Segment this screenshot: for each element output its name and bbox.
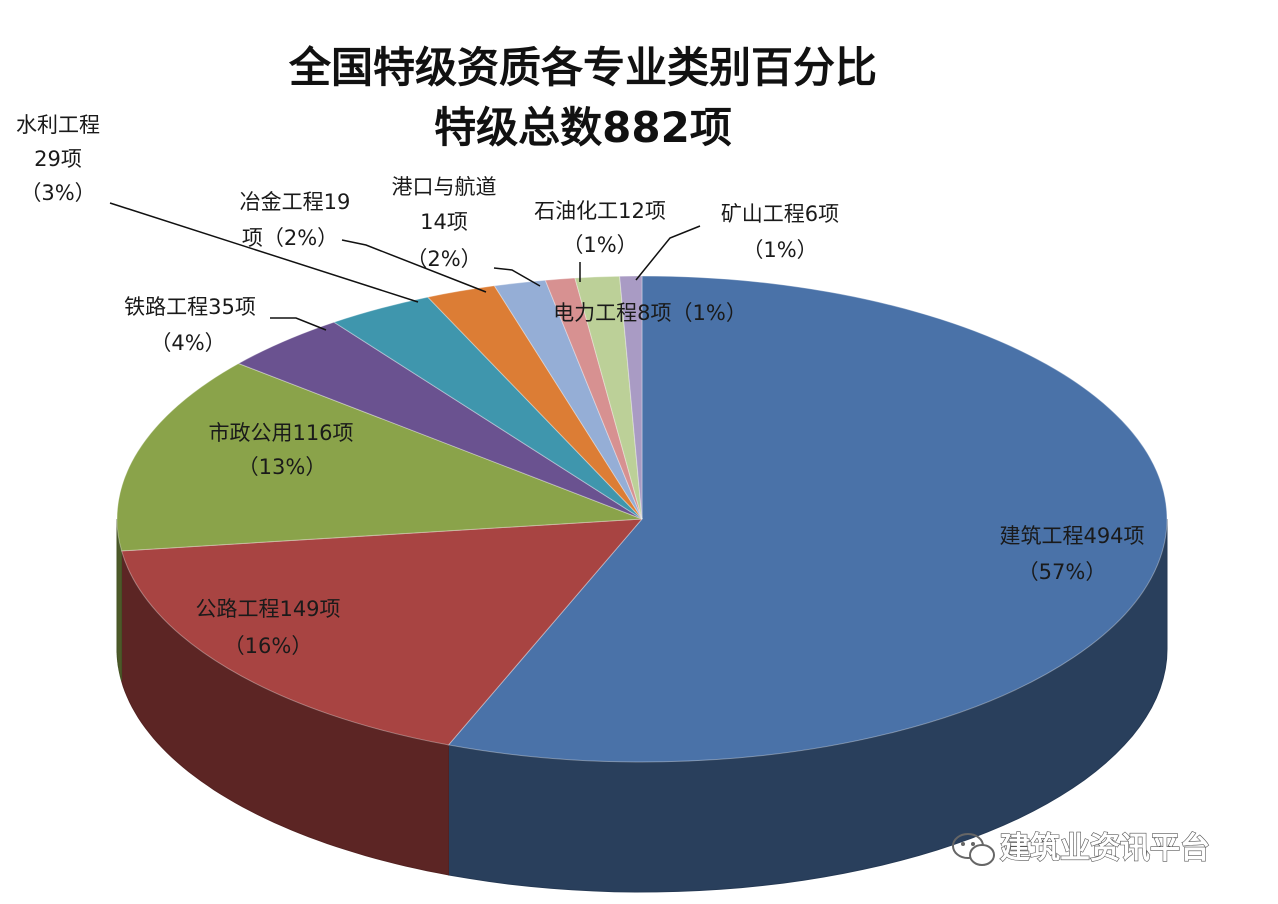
label-gonglu-pct: （16%）	[224, 634, 313, 658]
label-gangkou-pct: （2%）	[406, 247, 481, 271]
slice-市政公用	[116, 362, 643, 552]
watermark: 建筑业资讯平台	[952, 830, 1211, 867]
label-shuili-pct: （3%）	[20, 181, 95, 205]
wechat-icon	[952, 833, 995, 866]
label-gangkou-count: 14项	[420, 210, 468, 234]
label-yejin-name: 冶金工程19	[240, 190, 351, 214]
slice-水利工程	[332, 296, 643, 520]
slice-labels: 建筑工程494项 （57%） 公路工程149项 （16%） 市政公用116项 （…	[16, 113, 1145, 658]
label-shiyou-pct: （1%）	[562, 233, 637, 257]
label-kuangshan-pct: （1%）	[742, 238, 817, 262]
label-kuangshan-name: 矿山工程6项	[721, 202, 839, 226]
slice-矿山工程	[619, 275, 643, 520]
label-dianli: 电力工程8项（1%）	[553, 301, 747, 325]
slice-公路工程	[120, 518, 644, 746]
slice-港口与航道	[493, 279, 643, 520]
label-shuili-name: 水利工程	[16, 113, 100, 137]
slice-建筑工程	[447, 275, 1168, 763]
slice-市政公用-side	[116, 519, 123, 682]
label-shizheng-name: 市政公用116项	[208, 421, 353, 445]
slice-冶金工程	[426, 285, 643, 520]
label-tielu-name: 铁路工程35项	[124, 295, 256, 319]
slice-石油化工	[574, 275, 643, 520]
label-yejin-pct: 项（2%）	[242, 226, 338, 250]
label-tielu-pct: （4%）	[150, 331, 225, 355]
leader-line-港口与航道	[493, 267, 541, 287]
label-jianzhu-name: 建筑工程494项	[999, 524, 1144, 548]
chart-title: 全国特级资质各专业类别百分比	[288, 43, 877, 92]
label-gonglu-name: 公路工程149项	[195, 597, 340, 621]
leader-line-矿山工程	[635, 225, 701, 281]
pie-top-faces	[116, 275, 1168, 763]
leader-line-冶金工程	[341, 239, 487, 293]
label-gangkou-name: 港口与航道	[392, 175, 497, 199]
label-shiyou-name: 石油化工12项	[534, 199, 666, 223]
chart-subtitle: 特级总数882项	[434, 103, 732, 152]
label-shuili-count: 29项	[34, 147, 82, 171]
label-jianzhu-pct: （57%）	[1018, 560, 1107, 584]
slice-电力工程	[544, 277, 643, 520]
leader-lines	[109, 202, 701, 331]
slice-铁路工程	[237, 321, 643, 520]
leader-line-水利工程	[109, 202, 419, 303]
watermark-text: 建筑业资讯平台	[1000, 831, 1210, 866]
leader-line-铁路工程	[270, 317, 327, 331]
label-shizheng-pct: （13%）	[238, 455, 327, 479]
